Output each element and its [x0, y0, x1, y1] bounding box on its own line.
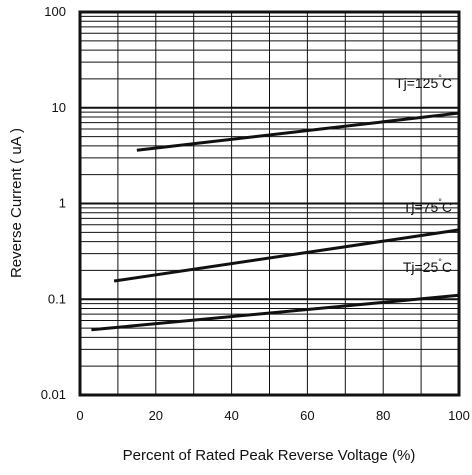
y-tick-labels: 0.01 0.1 1 10 100 — [41, 4, 66, 402]
x-tick-label: 80 — [376, 408, 390, 423]
x-tick-label: 40 — [224, 408, 238, 423]
y-tick-label: 0.01 — [41, 387, 66, 402]
y-tick-label: 10 — [52, 100, 66, 115]
y-tick-label: 1 — [59, 196, 66, 211]
series-line — [91, 293, 460, 332]
x-tick-label: 100 — [448, 408, 470, 423]
series-layer: Tj=125°C Tj=75°C Tj=25°C — [91, 73, 460, 332]
series-line — [113, 228, 460, 283]
series-label: Tj=25°C — [403, 257, 452, 275]
y-axis-label: Reverse Current ( uA ) — [8, 128, 25, 278]
series-line — [136, 111, 460, 152]
grid — [80, 12, 459, 396]
x-tick-label: 60 — [300, 408, 314, 423]
y-tick-label: 100 — [44, 4, 66, 19]
series-label: Tj=125°C — [395, 73, 452, 91]
x-tick-label: 20 — [149, 408, 163, 423]
plot-frame — [78, 10, 461, 397]
series-label: Tj=75°C — [403, 197, 452, 215]
x-axis-label: Percent of Rated Peak Reverse Voltage (%… — [123, 447, 416, 464]
x-tick-label: 0 — [76, 408, 83, 423]
y-tick-label: 0.1 — [48, 291, 66, 306]
x-tick-labels: 0 20 40 60 80 100 — [76, 408, 469, 423]
